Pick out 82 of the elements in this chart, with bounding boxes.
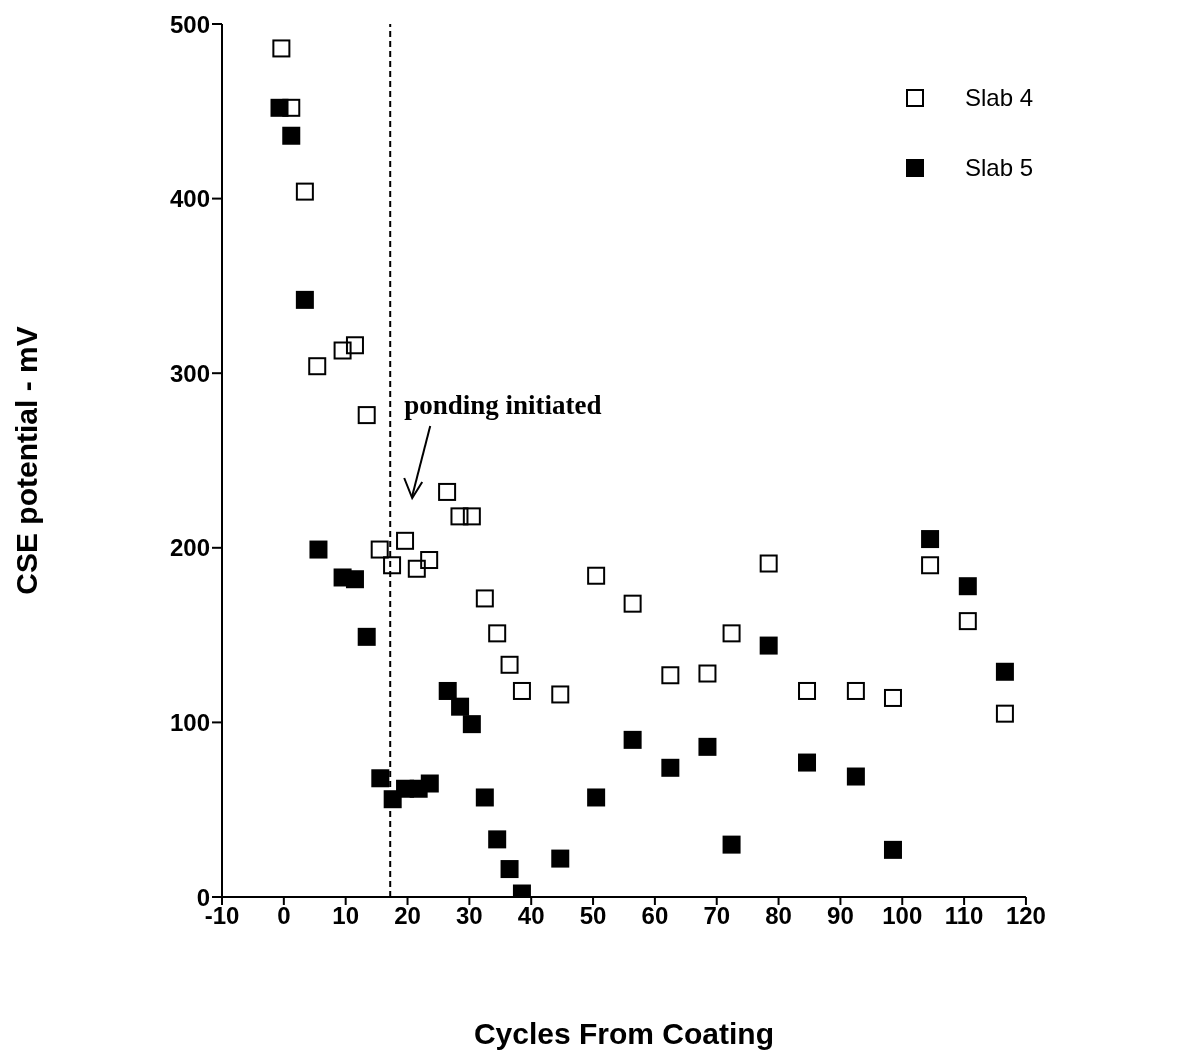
point <box>420 774 439 793</box>
point <box>371 769 390 788</box>
point <box>846 767 865 786</box>
legend-label: Slab 5 <box>964 154 1033 182</box>
point <box>295 290 314 309</box>
point <box>623 730 642 749</box>
x-tick-label: 20 <box>394 902 421 930</box>
x-tick-label: 60 <box>641 902 669 930</box>
point <box>698 737 717 756</box>
x-tick-label: 10 <box>332 902 360 930</box>
point <box>921 530 940 549</box>
point <box>661 758 680 777</box>
point <box>698 664 717 683</box>
point <box>995 662 1014 681</box>
y-tick-label: 200 <box>169 534 210 562</box>
legend-label: Slab 4 <box>964 84 1033 112</box>
x-tick-label: 30 <box>456 902 483 930</box>
point <box>357 406 376 425</box>
point <box>333 341 352 360</box>
point <box>383 556 402 575</box>
point <box>512 681 531 700</box>
point <box>500 860 519 879</box>
point <box>623 594 642 613</box>
point <box>345 336 364 355</box>
point <box>370 540 389 559</box>
point <box>475 589 494 608</box>
point <box>488 624 507 643</box>
point <box>995 704 1014 723</box>
x-tick-label: 70 <box>703 902 731 930</box>
point <box>438 482 457 501</box>
point <box>488 830 507 849</box>
y-tick-label: 100 <box>169 708 210 736</box>
point <box>883 688 902 707</box>
point <box>357 627 376 646</box>
point <box>308 357 327 376</box>
point <box>462 507 481 526</box>
y-tick-label: 400 <box>169 185 210 213</box>
ref-line-label: ponding initiated <box>404 390 602 420</box>
point <box>295 182 314 201</box>
y-tick-label: 0 <box>196 883 210 911</box>
point <box>551 849 570 868</box>
point <box>451 697 470 716</box>
x-tick-label: 40 <box>517 902 545 930</box>
x-tick-label: 80 <box>765 902 792 930</box>
point <box>846 681 865 700</box>
point <box>958 577 977 596</box>
point <box>407 559 426 578</box>
x-tick-label: 120 <box>1005 902 1046 930</box>
x-tick-label: 100 <box>882 902 923 930</box>
x-tick-label: 90 <box>827 902 854 930</box>
point <box>587 566 606 585</box>
y-axis-title: CSE potential - mV <box>9 326 43 595</box>
point <box>345 570 364 589</box>
point <box>587 788 606 807</box>
point <box>272 39 291 58</box>
point <box>759 636 778 655</box>
x-tick-label: 50 <box>579 902 607 930</box>
x-tick-label: 0 <box>277 902 291 930</box>
point <box>270 98 289 117</box>
point <box>462 715 481 734</box>
y-tick-label: 500 <box>169 10 210 38</box>
x-axis-title: Cycles From Coating <box>473 1017 774 1050</box>
point <box>450 507 469 526</box>
point <box>661 666 680 685</box>
x-tick-label: 110 <box>944 902 984 930</box>
point <box>396 531 415 550</box>
point <box>958 612 977 631</box>
point <box>722 624 741 643</box>
point <box>722 835 741 854</box>
point <box>759 554 778 573</box>
point <box>500 655 519 674</box>
point <box>883 840 902 859</box>
point <box>438 681 457 700</box>
point <box>798 681 817 700</box>
point <box>921 556 940 575</box>
point <box>309 540 328 559</box>
point <box>282 126 301 145</box>
y-tick-label: 300 <box>169 359 210 387</box>
point <box>798 753 817 772</box>
point <box>551 685 570 704</box>
point <box>420 551 439 570</box>
point <box>475 788 494 807</box>
